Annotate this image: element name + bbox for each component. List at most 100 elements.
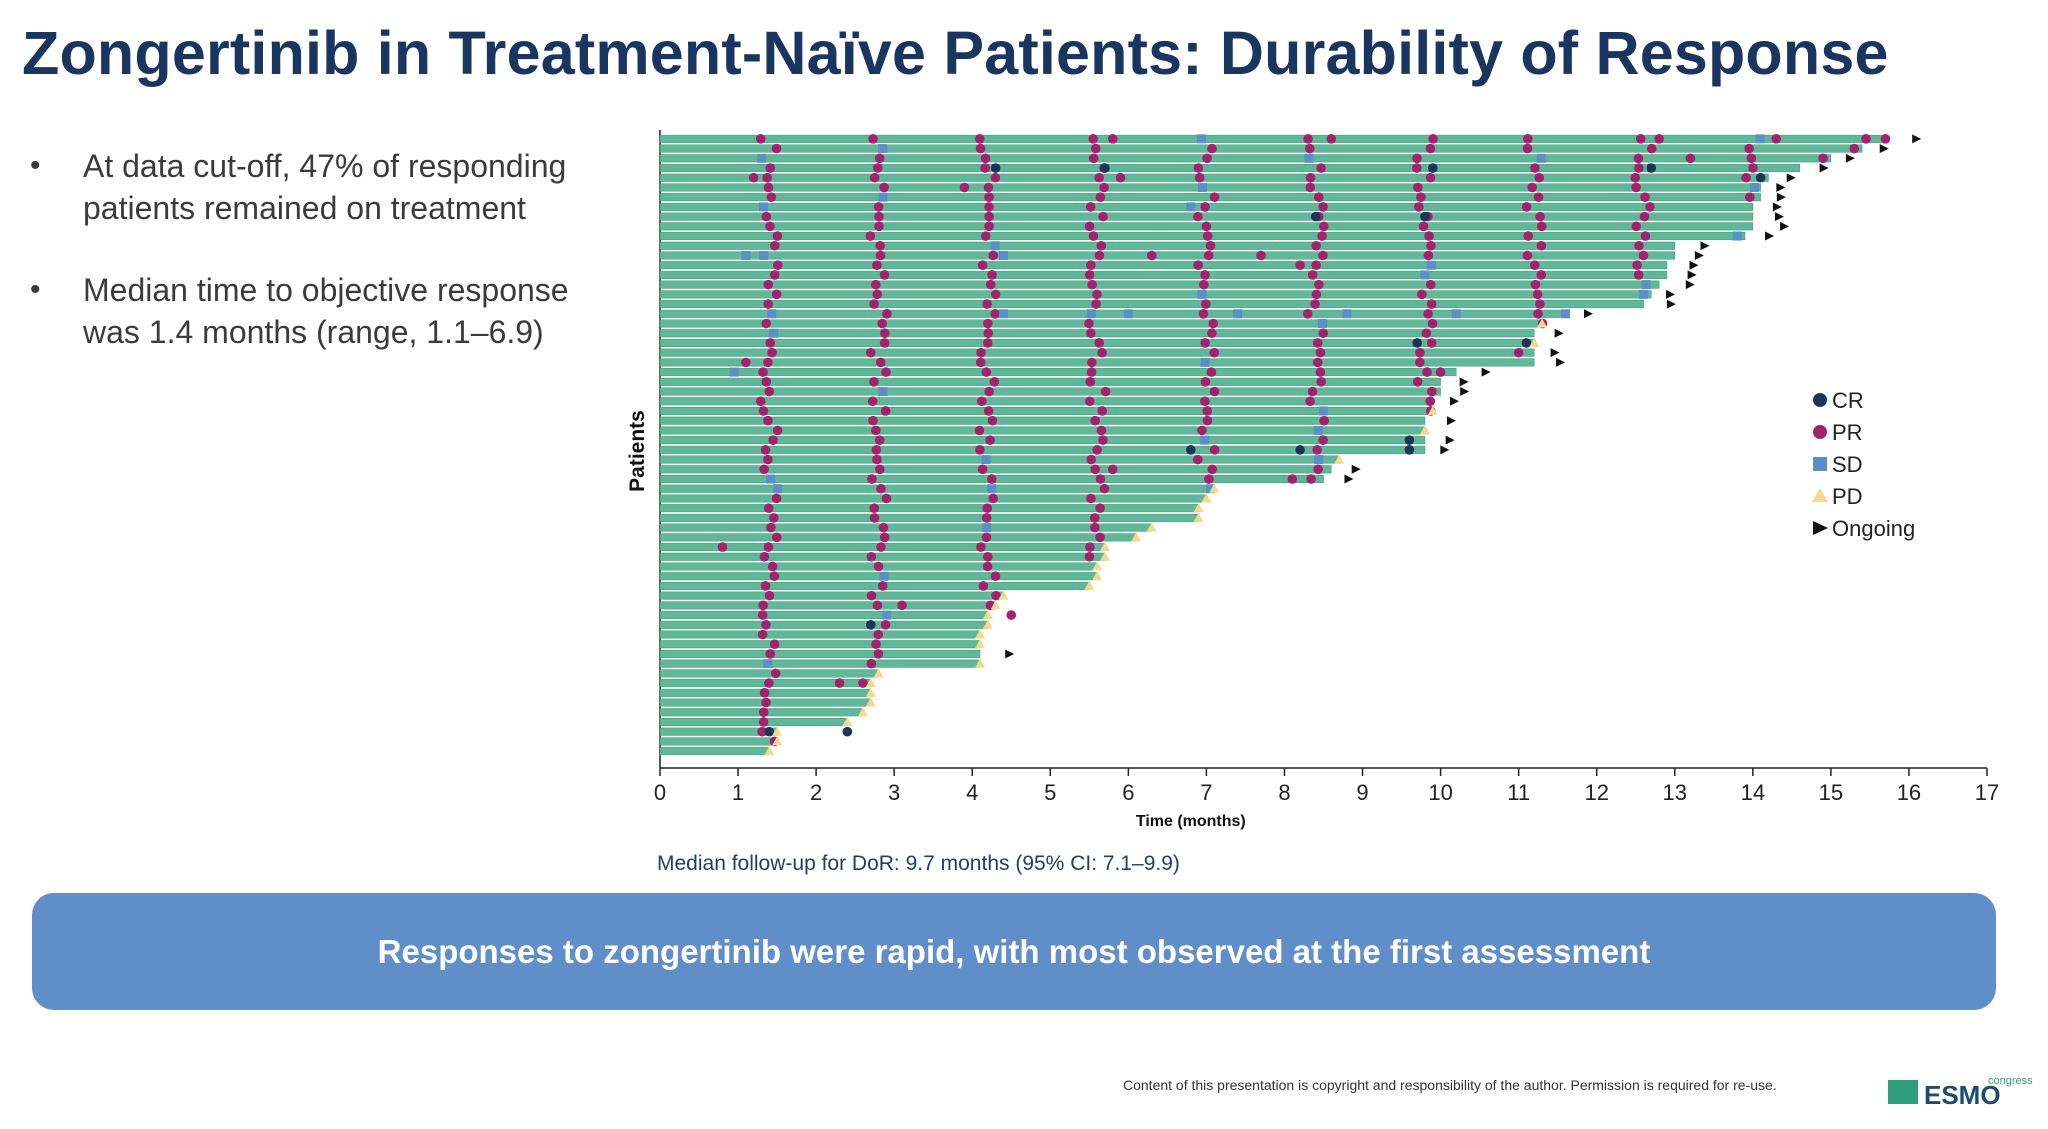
cr-marker bbox=[1404, 435, 1415, 445]
logo-suffix: congress bbox=[1988, 1075, 2033, 1087]
pr-marker bbox=[1084, 396, 1095, 407]
sd-marker bbox=[773, 484, 783, 494]
patient-bar bbox=[659, 300, 1644, 309]
pr-marker bbox=[771, 493, 782, 504]
pr-marker bbox=[872, 260, 882, 271]
patient-bar bbox=[659, 630, 981, 639]
sd-marker bbox=[1314, 455, 1324, 465]
ongoing-arrow bbox=[1351, 464, 1361, 474]
sd-marker bbox=[1749, 182, 1759, 192]
pr-marker bbox=[1095, 474, 1106, 484]
pr-marker bbox=[1414, 202, 1424, 212]
pr-marker bbox=[1203, 250, 1214, 261]
sd-marker bbox=[1313, 425, 1323, 435]
ongoing-arrow bbox=[1440, 445, 1450, 455]
patient-bar bbox=[659, 552, 1106, 561]
pr-marker bbox=[758, 717, 769, 727]
pr-marker bbox=[1084, 270, 1095, 280]
cr-marker bbox=[1646, 163, 1657, 173]
pr-marker bbox=[766, 522, 776, 533]
patient-bar bbox=[659, 319, 1543, 328]
pr-marker bbox=[1426, 240, 1436, 251]
pr-marker bbox=[981, 532, 992, 543]
pr-marker bbox=[1423, 250, 1434, 261]
pr-marker bbox=[1746, 153, 1757, 164]
patient-bar bbox=[659, 504, 1199, 513]
pr-marker bbox=[897, 600, 907, 611]
pr-marker bbox=[981, 513, 992, 523]
pr-marker bbox=[1318, 328, 1329, 339]
pd-marker bbox=[1209, 483, 1220, 493]
pr-marker bbox=[872, 600, 883, 611]
pr-marker bbox=[980, 231, 991, 241]
pr-marker bbox=[879, 182, 889, 193]
cr-marker bbox=[1100, 163, 1110, 173]
pr-marker bbox=[987, 270, 997, 280]
pr-marker bbox=[1310, 299, 1320, 309]
sd-marker bbox=[1426, 260, 1436, 270]
pr-marker bbox=[866, 551, 877, 562]
pr-marker bbox=[1092, 445, 1102, 455]
pr-marker bbox=[1535, 211, 1545, 222]
pr-marker bbox=[758, 600, 768, 611]
legend-label: PD bbox=[1832, 484, 1863, 509]
patient-bar bbox=[659, 212, 1754, 221]
pr-marker bbox=[1006, 610, 1017, 620]
pr-marker bbox=[1306, 474, 1316, 484]
ongoing-arrow bbox=[1344, 474, 1354, 484]
patient-bar bbox=[659, 737, 778, 746]
pr-marker bbox=[874, 464, 885, 475]
pr-marker bbox=[1094, 338, 1105, 348]
pd-marker bbox=[990, 600, 1001, 610]
sd-marker bbox=[763, 659, 773, 669]
pr-marker bbox=[1318, 250, 1328, 261]
patient-bar bbox=[659, 368, 1457, 377]
pr-marker bbox=[1209, 445, 1220, 455]
sd-marker bbox=[878, 192, 888, 202]
pr-marker bbox=[867, 396, 878, 407]
pr-marker bbox=[1100, 386, 1111, 397]
pr-marker bbox=[1646, 143, 1657, 154]
pd-marker bbox=[1334, 454, 1345, 464]
pr-marker bbox=[873, 561, 884, 572]
sd-marker bbox=[1420, 270, 1430, 280]
sd-marker bbox=[990, 241, 1000, 251]
sd-marker bbox=[1197, 289, 1207, 299]
pr-marker bbox=[858, 678, 868, 688]
pr-marker bbox=[1086, 260, 1096, 271]
pr-marker bbox=[1200, 202, 1210, 212]
pr-marker bbox=[1530, 279, 1541, 290]
pr-marker bbox=[770, 668, 781, 679]
pr-marker bbox=[988, 250, 999, 261]
patient-bar bbox=[659, 251, 1675, 260]
pd-marker bbox=[1537, 318, 1548, 328]
pr-marker bbox=[959, 182, 970, 193]
pr-marker bbox=[1435, 367, 1446, 377]
pr-marker bbox=[1107, 134, 1118, 144]
pr-marker bbox=[1634, 240, 1644, 251]
pr-marker bbox=[881, 367, 891, 377]
pd-marker bbox=[1193, 512, 1204, 522]
pr-marker bbox=[771, 289, 782, 300]
pr-marker bbox=[875, 240, 885, 251]
pr-marker bbox=[1513, 347, 1524, 358]
patient-bar bbox=[659, 436, 1426, 445]
x-tick-label: 7 bbox=[1200, 780, 1212, 805]
pr-marker bbox=[978, 581, 989, 591]
pr-marker bbox=[869, 377, 879, 387]
sd-marker bbox=[1200, 357, 1210, 367]
sd-marker bbox=[1123, 309, 1133, 319]
patient-bar bbox=[659, 717, 848, 726]
bullet-item: Median time to objective response was 1.… bbox=[28, 269, 628, 353]
pr-marker bbox=[1532, 289, 1543, 300]
pr-marker bbox=[1630, 172, 1641, 183]
pr-marker bbox=[865, 231, 876, 241]
pr-marker bbox=[1084, 551, 1095, 562]
sd-marker bbox=[982, 523, 992, 533]
sd-marker bbox=[1205, 484, 1215, 494]
ongoing-arrow bbox=[1550, 348, 1560, 358]
pr-marker bbox=[1202, 406, 1213, 416]
pr-marker bbox=[1415, 357, 1425, 368]
pr-marker bbox=[869, 503, 880, 513]
x-tick-label: 1 bbox=[732, 780, 744, 805]
